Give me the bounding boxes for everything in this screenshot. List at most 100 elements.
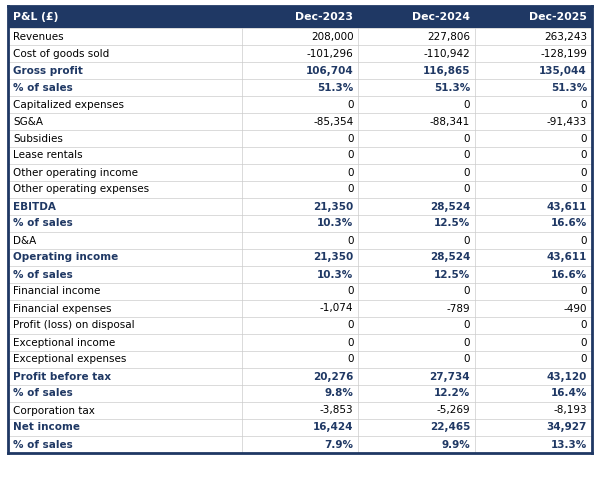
Text: 51.3%: 51.3% xyxy=(317,83,353,93)
Bar xyxy=(8,96,592,113)
Bar xyxy=(8,368,592,385)
Text: 9.8%: 9.8% xyxy=(325,388,353,398)
Text: 0: 0 xyxy=(581,287,587,297)
Text: SG&A: SG&A xyxy=(13,117,43,126)
Text: Dec-2024: Dec-2024 xyxy=(412,12,470,22)
Text: Operating income: Operating income xyxy=(13,253,118,263)
Text: Corporation tax: Corporation tax xyxy=(13,405,95,415)
Text: % of sales: % of sales xyxy=(13,388,73,398)
Text: -490: -490 xyxy=(563,304,587,314)
Text: P&L (£): P&L (£) xyxy=(13,12,58,22)
Text: 7.9%: 7.9% xyxy=(325,439,353,449)
Text: -5,269: -5,269 xyxy=(437,405,470,415)
Text: 10.3%: 10.3% xyxy=(317,270,353,280)
Text: 21,350: 21,350 xyxy=(313,201,353,211)
Text: -101,296: -101,296 xyxy=(307,49,353,59)
Text: Exceptional income: Exceptional income xyxy=(13,338,115,348)
Text: 0: 0 xyxy=(581,167,587,177)
Text: 0: 0 xyxy=(347,167,353,177)
Text: 12.2%: 12.2% xyxy=(434,388,470,398)
Bar xyxy=(8,28,592,45)
Text: 0: 0 xyxy=(581,150,587,160)
Text: 28,524: 28,524 xyxy=(430,253,470,263)
Text: 13.3%: 13.3% xyxy=(551,439,587,449)
Text: 0: 0 xyxy=(464,338,470,348)
Text: % of sales: % of sales xyxy=(13,83,73,93)
Bar xyxy=(8,62,592,79)
Bar xyxy=(8,266,592,283)
Bar xyxy=(8,334,592,351)
Bar xyxy=(8,147,592,164)
Bar xyxy=(8,283,592,300)
Text: 0: 0 xyxy=(464,100,470,110)
Text: Financial expenses: Financial expenses xyxy=(13,304,112,314)
Bar xyxy=(8,317,592,334)
Text: Profit (loss) on disposal: Profit (loss) on disposal xyxy=(13,321,134,331)
Bar xyxy=(8,198,592,215)
Text: 16,424: 16,424 xyxy=(313,422,353,432)
Text: Subsidies: Subsidies xyxy=(13,133,63,143)
Text: 0: 0 xyxy=(581,321,587,331)
Text: -8,193: -8,193 xyxy=(553,405,587,415)
Text: 0: 0 xyxy=(464,150,470,160)
Text: Dec-2025: Dec-2025 xyxy=(529,12,587,22)
Bar xyxy=(8,45,592,62)
Text: Dec-2023: Dec-2023 xyxy=(295,12,353,22)
Text: 16.6%: 16.6% xyxy=(551,218,587,228)
Text: Net income: Net income xyxy=(13,422,80,432)
Bar xyxy=(8,215,592,232)
Text: 0: 0 xyxy=(464,287,470,297)
Text: % of sales: % of sales xyxy=(13,270,73,280)
Text: 0: 0 xyxy=(581,184,587,194)
Text: 0: 0 xyxy=(464,235,470,245)
Text: 21,350: 21,350 xyxy=(313,253,353,263)
Text: Profit before tax: Profit before tax xyxy=(13,372,111,381)
Text: Capitalized expenses: Capitalized expenses xyxy=(13,100,124,110)
Text: 0: 0 xyxy=(581,100,587,110)
Text: -789: -789 xyxy=(446,304,470,314)
Bar xyxy=(8,419,592,436)
Text: 0: 0 xyxy=(347,355,353,365)
Text: 0: 0 xyxy=(347,287,353,297)
Bar xyxy=(8,300,592,317)
Text: EBITDA: EBITDA xyxy=(13,201,56,211)
Text: 10.3%: 10.3% xyxy=(317,218,353,228)
Bar xyxy=(8,164,592,181)
Text: 20,276: 20,276 xyxy=(313,372,353,381)
Text: 0: 0 xyxy=(581,338,587,348)
Text: 0: 0 xyxy=(347,235,353,245)
Text: -91,433: -91,433 xyxy=(547,117,587,126)
Text: 263,243: 263,243 xyxy=(544,32,587,42)
Text: 51.3%: 51.3% xyxy=(434,83,470,93)
Text: -85,354: -85,354 xyxy=(313,117,353,126)
Bar xyxy=(8,113,592,130)
Bar xyxy=(8,402,592,419)
Text: 43,120: 43,120 xyxy=(547,372,587,381)
Text: -88,341: -88,341 xyxy=(430,117,470,126)
Bar xyxy=(8,385,592,402)
Text: 0: 0 xyxy=(347,321,353,331)
Text: 0: 0 xyxy=(347,184,353,194)
Bar xyxy=(8,232,592,249)
Text: 9.9%: 9.9% xyxy=(442,439,470,449)
Bar xyxy=(8,130,592,147)
Text: 0: 0 xyxy=(581,133,587,143)
Text: 51.3%: 51.3% xyxy=(551,83,587,93)
Text: Financial income: Financial income xyxy=(13,287,100,297)
Text: 106,704: 106,704 xyxy=(305,66,353,76)
Text: Revenues: Revenues xyxy=(13,32,64,42)
Text: % of sales: % of sales xyxy=(13,218,73,228)
Bar xyxy=(8,436,592,453)
Bar xyxy=(8,249,592,266)
Text: D&A: D&A xyxy=(13,235,36,245)
Text: 12.5%: 12.5% xyxy=(434,218,470,228)
Text: 0: 0 xyxy=(347,338,353,348)
Text: -3,853: -3,853 xyxy=(320,405,353,415)
Text: Other operating income: Other operating income xyxy=(13,167,138,177)
Text: 0: 0 xyxy=(347,100,353,110)
Text: 227,806: 227,806 xyxy=(427,32,470,42)
Text: Cost of goods sold: Cost of goods sold xyxy=(13,49,109,59)
Text: 0: 0 xyxy=(347,133,353,143)
Text: Other operating expenses: Other operating expenses xyxy=(13,184,149,194)
Text: 0: 0 xyxy=(464,133,470,143)
